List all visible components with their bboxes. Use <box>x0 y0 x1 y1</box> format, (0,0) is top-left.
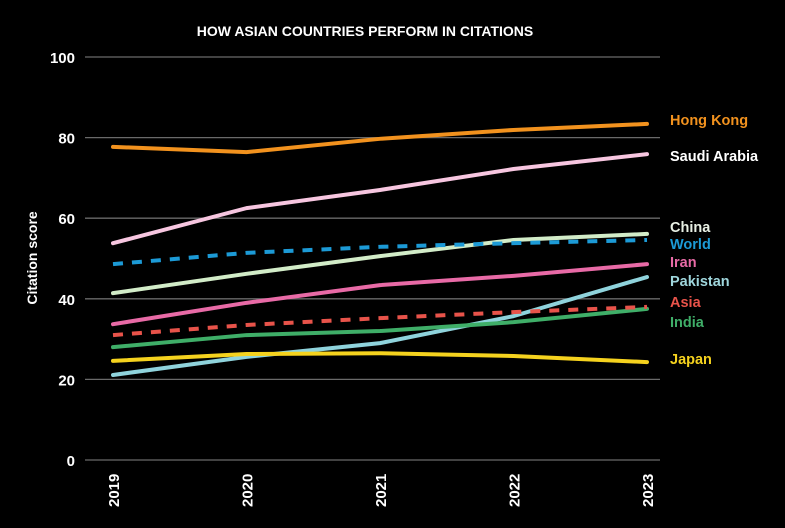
series-line-japan <box>111 351 649 365</box>
y-tick-label: 20 <box>58 372 75 389</box>
series-label: Pakistan <box>670 274 730 290</box>
series-line-hong-kong <box>111 121 649 155</box>
x-tick-label: 2021 <box>373 474 390 507</box>
chart-title: HOW ASIAN COUNTRIES PERFORM IN CITATIONS <box>197 23 534 39</box>
y-axis-label: Citation score <box>24 211 40 305</box>
series-line-saudi-arabia <box>111 152 649 246</box>
y-tick-label: 40 <box>58 292 75 309</box>
y-tick-label: 60 <box>58 211 75 228</box>
series-label: Hong Kong <box>670 113 748 129</box>
series-label: World <box>670 237 711 253</box>
series-line-pakistan <box>111 275 649 377</box>
series-label: India <box>670 315 705 331</box>
series-label: Saudi Arabia <box>670 149 759 165</box>
series-line-india <box>111 306 649 350</box>
series-line-world <box>112 237 648 267</box>
series-label: China <box>670 220 711 236</box>
x-tick-label: 2022 <box>507 474 524 507</box>
x-tick-label: 2019 <box>106 474 123 507</box>
y-tick-label: 80 <box>58 131 75 148</box>
x-tick-label: 2023 <box>640 474 657 507</box>
series-label: Japan <box>670 352 712 368</box>
x-tick-label: 2020 <box>240 474 257 507</box>
series-line-iran <box>111 262 649 327</box>
series-line-asia <box>112 304 648 338</box>
y-tick-label: 0 <box>67 453 75 470</box>
series-label: Iran <box>670 255 697 271</box>
series-line-china <box>111 231 649 296</box>
series-label: Asia <box>670 295 702 311</box>
y-tick-label: 100 <box>50 50 75 67</box>
